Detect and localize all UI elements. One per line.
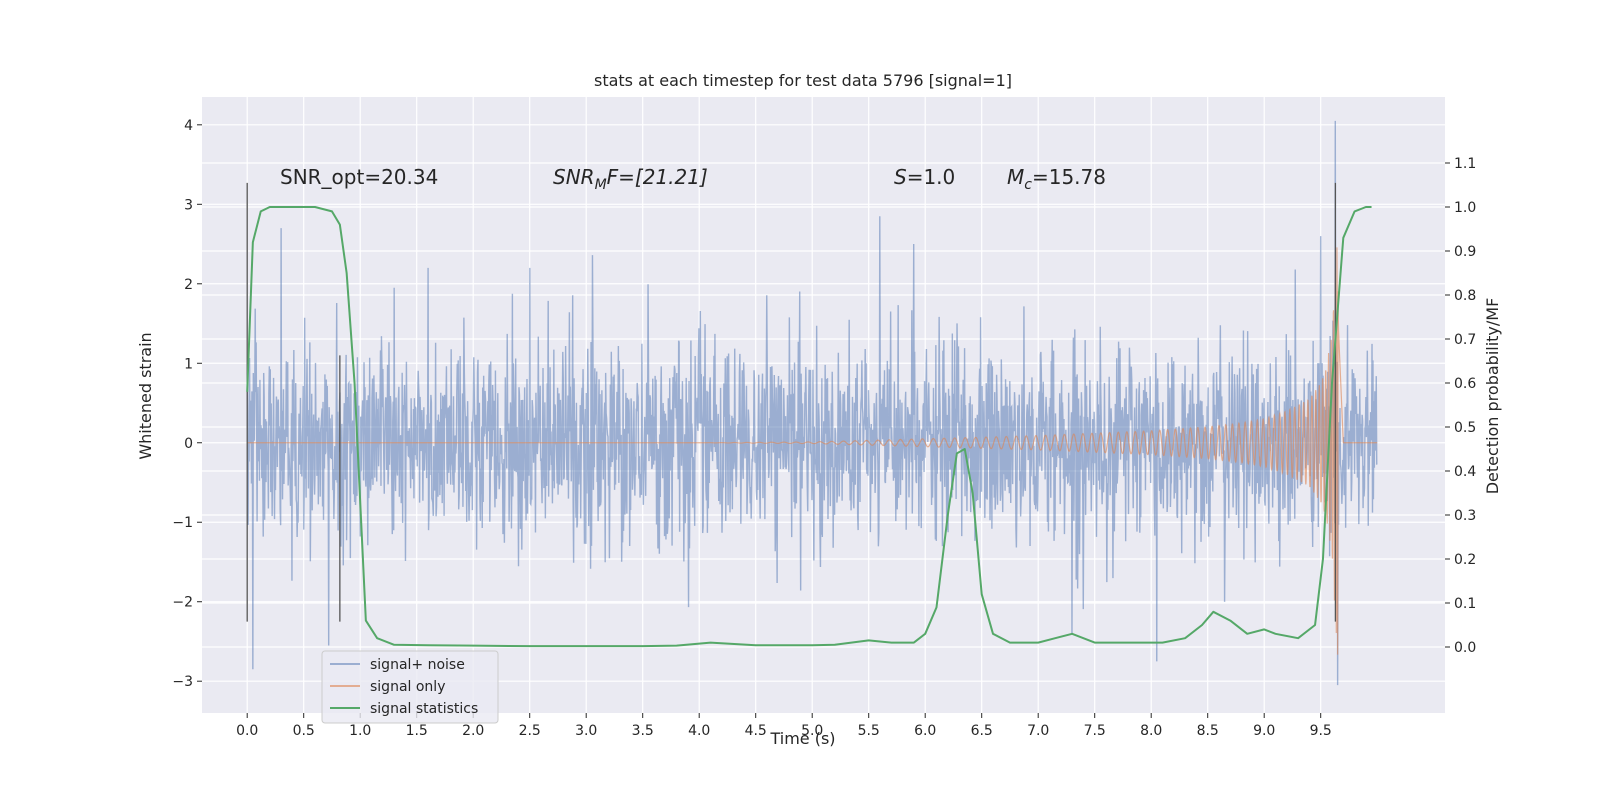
y2-axis-label: Detection probability/MF [1483,298,1502,495]
y-tick-label: 2 [184,277,193,293]
annotation-s: S=1.0 [894,165,955,189]
x-tick-label: 6.5 [971,723,993,739]
vertical-markers [246,182,1337,622]
x-tick-label: 7.0 [1027,723,1049,739]
annotation-mc-value: =15.78 [1032,165,1106,189]
x-tick-label: 2.0 [462,723,484,739]
x-tick-label: 3.5 [632,723,654,739]
x-tick-label: 2.5 [519,723,541,739]
x-tick-label: 8.5 [1197,723,1219,739]
y-tick-label: 0 [184,436,193,452]
x-tick-label: 7.5 [1084,723,1106,739]
y2-tick-label: 0.5 [1454,420,1476,436]
y2-tick-label: 0.8 [1454,288,1476,304]
annotation-s-value: =1.0 [907,165,956,189]
series-signal-noise [246,120,1378,686]
annotation-snr-mf-label: SNR [553,165,595,189]
chart-title: stats at each timestep for test data 579… [594,71,1012,90]
annotation-snr-mf-value: F=[21.21] [607,165,708,189]
y2-tick-label: 1.0 [1454,200,1476,216]
x-tick-label: 5.0 [801,723,823,739]
y2-tick-label: 0.9 [1454,244,1476,260]
x-tick-label: 0.0 [236,723,258,739]
y-tick-label: −1 [172,515,193,531]
y-tick-label: −2 [172,595,193,611]
signal-statistics-line [246,206,1372,648]
annotation-snr-mf: SNRMF=[21.21] [553,165,708,193]
annotation-s-label: S [894,165,907,189]
y2-tick-label: 0.0 [1454,640,1476,656]
y2-tick-label: 0.2 [1454,552,1476,568]
signal-noise-line [246,120,1378,686]
legend-label-signal-statistics: signal statistics [370,701,478,717]
x-tick-label: 4.0 [688,723,710,739]
y2-tick-label: 0.1 [1454,596,1476,612]
y2-tick-label: 1.1 [1454,156,1476,172]
y2-tick-label: 0.3 [1454,508,1476,524]
y2-tick-label: 0.6 [1454,376,1476,392]
signal-only-line [247,247,1378,655]
x-axis-label: Time (s) [769,729,835,748]
x-tick-label: 1.0 [349,723,371,739]
annotation-snr-mf-sub: M [595,177,607,193]
x-tick-label: 8.0 [1140,723,1162,739]
annotation-mc-label: M [1007,165,1024,189]
legend-label-signal-only: signal only [370,679,445,695]
x-tick-label: 3.0 [575,723,597,739]
x-tick-label: 9.0 [1253,723,1275,739]
y-tick-label: 4 [184,118,193,134]
x-tick-label: 9.5 [1310,723,1332,739]
y2-tick-label: 0.7 [1454,332,1476,348]
legend-label-signal-noise: signal+ noise [370,657,465,673]
annotation-snr-opt: SNR_opt=20.34 [280,165,438,189]
x-axis-ticks: 0.0 0.5 1.0 1.5 2.0 2.5 3.0 3.5 4.0 4.5 5.0 5.5 6.0 6… [236,713,1332,739]
y2-tick-label: 0.4 [1454,464,1476,480]
annotation-mc-sub: c [1024,177,1032,193]
y-axis-label: Whitened strain [136,332,155,459]
series-signal-only [247,247,1378,655]
legend: signal+ noise signal only signal statist… [321,650,499,724]
x-tick-label: 6.0 [914,723,936,739]
legend-box [321,650,499,724]
x-tick-label: 0.5 [293,723,315,739]
annotation-mc: Mc=15.78 [1007,165,1106,193]
y-tick-label: 3 [184,197,193,213]
y-axis-ticks: 4 3 2 1 0 −1 −2 −3 [172,118,202,690]
y-tick-label: 1 [184,356,193,372]
x-tick-label: 4.5 [745,723,767,739]
x-tick-label: 1.5 [406,723,428,739]
x-tick-label: 5.5 [858,723,880,739]
y2-axis-ticks: 1.1 1.0 0.9 0.8 0.7 0.6 0.5 0.4 0.3 0.2 0.1 0.0 [1445,156,1476,656]
y-tick-label: −3 [172,674,193,690]
series-signal-statistics [246,206,1372,648]
